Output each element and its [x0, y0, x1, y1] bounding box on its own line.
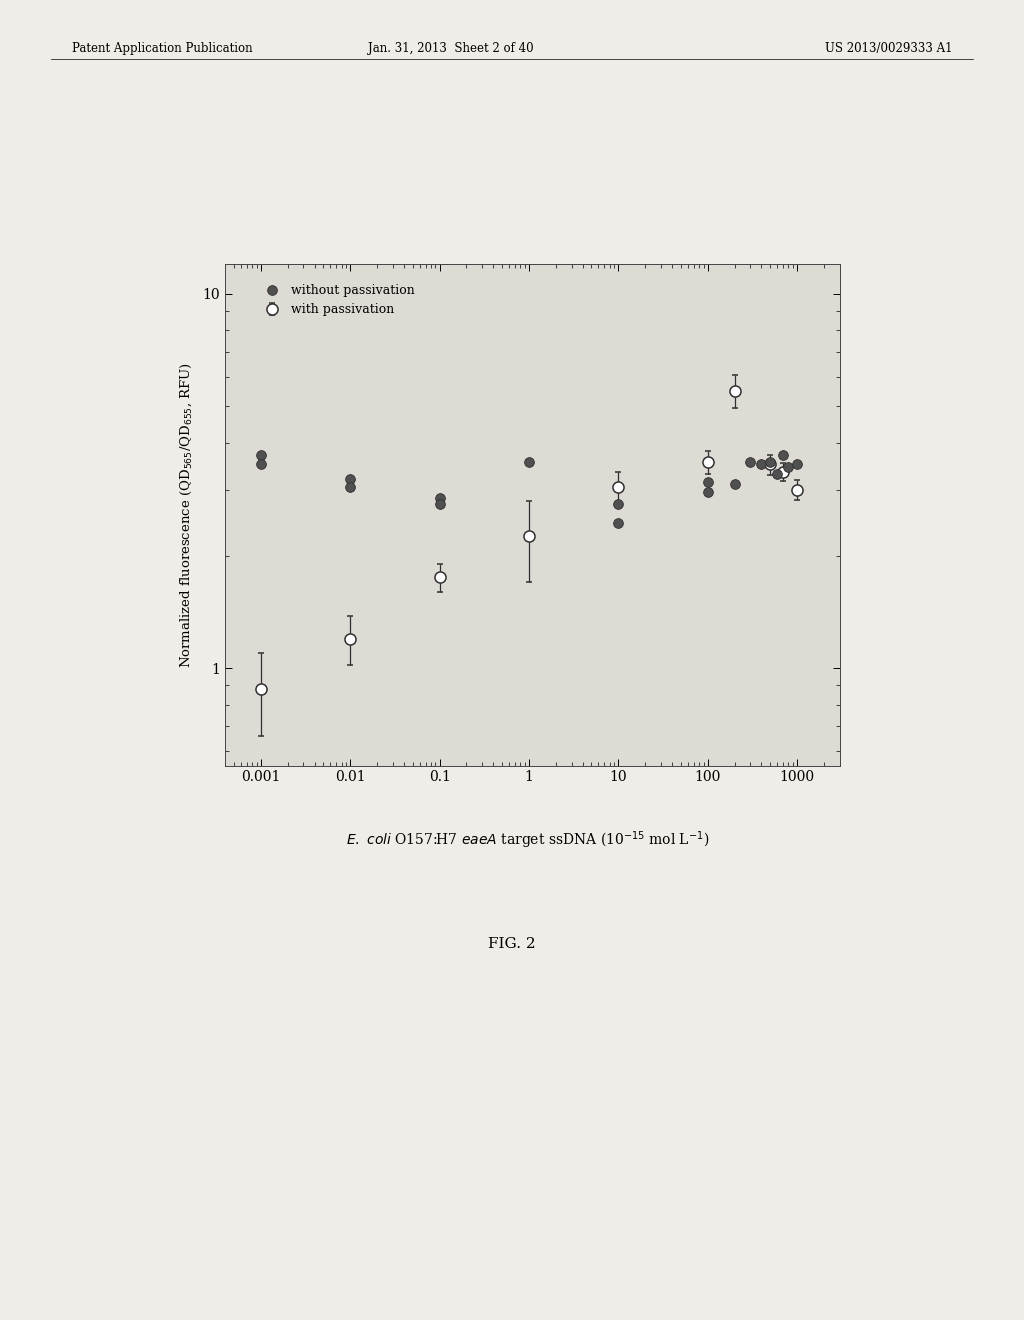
Text: $\it{E.\ coli}$ O157:H7 $\it{eaeA}$ target ssDNA (10$^{-15}$ mol L$^{-1}$): $\it{E.\ coli}$ O157:H7 $\it{eaeA}$ targ… — [346, 829, 709, 850]
without passivation — [255, 447, 267, 463]
without passivation — [771, 466, 783, 482]
without passivation — [523, 454, 536, 470]
without passivation — [433, 496, 445, 512]
without passivation — [433, 490, 445, 506]
without passivation — [777, 447, 790, 463]
without passivation — [701, 474, 714, 490]
without passivation — [756, 457, 768, 473]
Line: without passivation: without passivation — [256, 450, 802, 528]
Legend: without passivation, with passivation: without passivation, with passivation — [256, 280, 419, 319]
without passivation — [344, 479, 356, 495]
Text: Jan. 31, 2013  Sheet 2 of 40: Jan. 31, 2013 Sheet 2 of 40 — [368, 42, 534, 55]
Y-axis label: Normalized fluorescence (QD$_{565}$/QD$_{655}$, RFU): Normalized fluorescence (QD$_{565}$/QD$_… — [179, 362, 195, 668]
without passivation — [701, 484, 714, 500]
without passivation — [764, 454, 776, 470]
Text: Patent Application Publication: Patent Application Publication — [72, 42, 252, 55]
without passivation — [612, 515, 625, 531]
without passivation — [791, 457, 803, 473]
without passivation — [255, 457, 267, 473]
without passivation — [744, 454, 757, 470]
without passivation — [728, 477, 740, 492]
without passivation — [344, 471, 356, 487]
without passivation — [782, 459, 795, 475]
Text: FIG. 2: FIG. 2 — [488, 937, 536, 952]
Text: US 2013/0029333 A1: US 2013/0029333 A1 — [824, 42, 952, 55]
without passivation — [612, 496, 625, 512]
